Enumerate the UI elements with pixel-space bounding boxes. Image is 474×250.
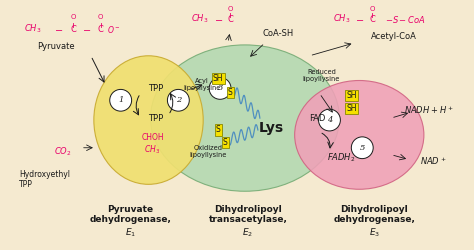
Text: TPP: TPP bbox=[148, 84, 163, 93]
Text: 5: 5 bbox=[360, 144, 365, 152]
Ellipse shape bbox=[94, 56, 203, 184]
Ellipse shape bbox=[151, 45, 339, 191]
Text: SH: SH bbox=[346, 104, 356, 113]
Text: $-$: $-$ bbox=[214, 14, 223, 24]
Text: Dihydrolipoyl
dehydrogenase,
$E_3$: Dihydrolipoyl dehydrogenase, $E_3$ bbox=[333, 205, 415, 239]
Text: Reduced
lipoyllysine: Reduced lipoyllysine bbox=[303, 69, 340, 82]
Text: $FADH_2$: $FADH_2$ bbox=[327, 152, 356, 164]
Text: $CH_3$: $CH_3$ bbox=[191, 13, 209, 26]
Text: SH: SH bbox=[213, 74, 223, 83]
Text: $-S-CoA$: $-S-CoA$ bbox=[385, 14, 426, 25]
Text: $O^-$: $O^-$ bbox=[107, 24, 120, 34]
Text: C: C bbox=[98, 24, 104, 34]
Text: C: C bbox=[70, 24, 76, 34]
Circle shape bbox=[351, 137, 373, 158]
Text: $CH_3$: $CH_3$ bbox=[333, 13, 350, 26]
Text: S: S bbox=[228, 88, 232, 97]
Text: $-$: $-$ bbox=[82, 24, 91, 34]
Text: $-$: $-$ bbox=[55, 24, 64, 34]
Ellipse shape bbox=[295, 80, 424, 189]
Text: TPP: TPP bbox=[148, 114, 163, 122]
Text: O: O bbox=[98, 14, 103, 20]
Text: Oxidized
lipoyllysine: Oxidized lipoyllysine bbox=[190, 145, 227, 158]
Text: Acyl
lipoyllysine: Acyl lipoyllysine bbox=[183, 78, 221, 91]
Circle shape bbox=[110, 90, 132, 111]
Text: Pyruvate
dehydrogenase,
$E_1$: Pyruvate dehydrogenase, $E_1$ bbox=[90, 205, 172, 239]
Text: SH: SH bbox=[346, 91, 356, 100]
Circle shape bbox=[167, 90, 189, 111]
Text: S: S bbox=[216, 126, 220, 134]
Circle shape bbox=[209, 78, 231, 99]
Text: Acetyl-CoA: Acetyl-CoA bbox=[371, 32, 417, 42]
Circle shape bbox=[319, 109, 340, 131]
Text: O: O bbox=[70, 14, 76, 20]
Text: O: O bbox=[370, 6, 375, 12]
Text: CoA-SH: CoA-SH bbox=[262, 28, 293, 38]
Text: CHOH: CHOH bbox=[141, 133, 164, 142]
Text: S: S bbox=[223, 138, 228, 147]
Text: Lys: Lys bbox=[259, 121, 284, 135]
Text: Hydroxyethyl
TPP: Hydroxyethyl TPP bbox=[19, 170, 70, 189]
Text: FAD: FAD bbox=[310, 114, 326, 122]
Text: 2: 2 bbox=[176, 96, 181, 104]
Text: $NAD^+$: $NAD^+$ bbox=[420, 156, 447, 168]
Text: $-$: $-$ bbox=[355, 14, 364, 24]
Text: C: C bbox=[369, 15, 375, 24]
Text: O: O bbox=[228, 6, 233, 12]
Text: $CH_3$: $CH_3$ bbox=[145, 144, 161, 156]
Text: $CH_3$: $CH_3$ bbox=[25, 23, 42, 35]
Text: Pyruvate: Pyruvate bbox=[37, 42, 75, 51]
Text: $CO_2$: $CO_2$ bbox=[54, 146, 72, 158]
Text: 1: 1 bbox=[118, 96, 123, 104]
Text: C: C bbox=[227, 15, 233, 24]
Text: Dihydrolipoyl
transacetylase,
$E_2$: Dihydrolipoyl transacetylase, $E_2$ bbox=[209, 205, 287, 239]
Text: 4: 4 bbox=[327, 116, 332, 124]
Text: $NADH + H^+$: $NADH + H^+$ bbox=[404, 104, 454, 116]
Text: 3: 3 bbox=[218, 84, 223, 92]
